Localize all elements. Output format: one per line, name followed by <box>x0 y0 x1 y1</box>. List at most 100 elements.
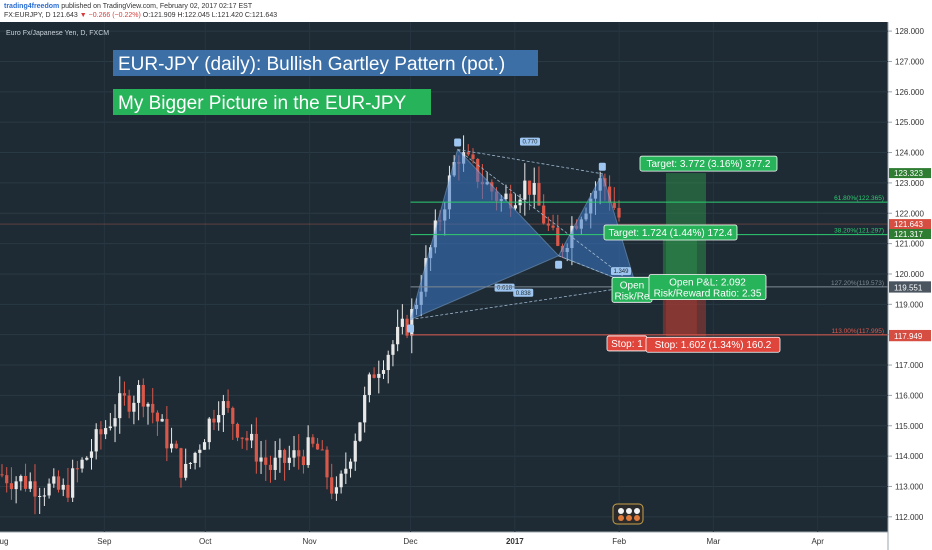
ratio-label: 1.349 <box>613 269 629 275</box>
candle-body <box>127 395 131 412</box>
publish-line: trading4freedom published on TradingView… <box>4 2 252 11</box>
candle-body <box>348 461 353 469</box>
y-tick-label: 112.000 <box>895 513 924 522</box>
price-tag-label: 117.949 <box>894 332 923 341</box>
candle-body <box>169 443 174 449</box>
candle-body <box>188 462 192 464</box>
title-boxes: EUR-JPY (daily): Bullish Gartley Pattern… <box>113 50 538 115</box>
pattern-point-marker <box>598 162 606 171</box>
price-tag <box>889 331 931 342</box>
candle-body <box>5 475 9 484</box>
candle-body <box>217 415 221 423</box>
candle-body <box>113 418 117 427</box>
candle-body <box>132 402 136 412</box>
candle-body <box>0 474 4 476</box>
candle-body <box>23 475 28 489</box>
fib-label: 127.20%(119.573) <box>831 280 884 287</box>
y-tick-label: 127.000 <box>895 57 924 66</box>
candle-body <box>334 487 339 494</box>
candle-body <box>320 449 324 451</box>
ratio-badge <box>494 283 515 292</box>
x-tick-label: Sep <box>97 537 112 546</box>
candle-body <box>287 457 291 463</box>
candle-body <box>339 473 343 488</box>
candle-body <box>80 459 84 469</box>
pattern-point-marker <box>454 138 462 147</box>
fib-label: 38.20%(121.297) <box>834 228 884 235</box>
candle-body <box>264 457 268 465</box>
candle-body <box>400 318 404 327</box>
candle-body <box>19 475 23 482</box>
candle-body <box>259 457 263 462</box>
chart-title: EUR-JPY (daily): Bullish Gartley Pattern… <box>118 54 505 75</box>
candle-body <box>551 225 555 228</box>
candle-body <box>363 394 367 423</box>
candle-body <box>330 477 334 494</box>
price-axis: 128.000 127.000 126.000 125.000 124.000 123.0… <box>888 27 931 522</box>
candle-body <box>212 418 216 423</box>
price-tag <box>889 219 931 230</box>
ratio-label: 0.618 <box>497 286 513 292</box>
candle-body <box>47 483 51 496</box>
y-tick-label: 123.000 <box>895 179 924 188</box>
ticker: FX:EURJPY, D <box>4 12 51 19</box>
published-text: published on TradingView.com, February 0… <box>61 3 253 10</box>
candle-body <box>174 443 178 449</box>
time-axis-background <box>0 532 888 550</box>
author-link[interactable]: trading4freedom <box>4 3 60 10</box>
price-tag <box>889 168 931 179</box>
candle-body <box>532 183 536 195</box>
y-tick-label: 114.000 <box>895 452 924 461</box>
candle-body <box>292 450 296 458</box>
pnl-1-text: Risk/Reward Ratio: 2.35 <box>654 289 762 300</box>
time-axis: ug Sep Oct Nov Dec 2017 Feb Mar Apr <box>0 537 824 546</box>
candle-body <box>254 433 258 462</box>
pattern-point-marker <box>407 324 415 333</box>
candle-body <box>151 403 155 413</box>
candle-body <box>193 452 197 463</box>
candle-body <box>311 437 315 444</box>
candle-body <box>297 450 301 457</box>
candle-body <box>66 484 70 498</box>
ratio-label: 0.838 <box>516 291 532 297</box>
candle-body <box>38 495 42 497</box>
candle-body <box>386 354 390 371</box>
candle-body <box>89 451 94 458</box>
candle-body <box>226 401 230 408</box>
pnl-2-text: Risk/Re <box>614 291 649 302</box>
candle-body <box>207 418 211 443</box>
high-value: H:122.045 <box>177 12 210 19</box>
position-zones <box>662 173 706 337</box>
price-change: −0.266 (−0.22%) <box>88 12 141 19</box>
bd-line <box>558 255 637 287</box>
price-tag-label: 123.323 <box>894 169 923 178</box>
y-tick-label: 116.000 <box>895 391 924 400</box>
stop-1-box <box>645 336 781 353</box>
y-tick-label: 128.000 <box>895 27 924 36</box>
down-arrow-icon: ▼ <box>79 12 87 19</box>
candle-body <box>504 193 508 200</box>
ratio-badge <box>513 288 534 297</box>
candle-body <box>391 344 395 355</box>
candle-body <box>306 437 310 466</box>
ratio-badge <box>610 267 631 276</box>
candle-body <box>278 450 282 458</box>
candle-body <box>372 374 376 378</box>
price-tag <box>889 282 931 293</box>
candle-body <box>198 449 202 453</box>
candle-body <box>141 384 145 407</box>
ratio-badge <box>519 137 540 146</box>
candle-body <box>184 463 188 478</box>
ratio-label: 0.770 <box>522 140 538 146</box>
candle-body <box>612 202 616 208</box>
candle-body <box>240 437 244 439</box>
target-2-text: Target: 1.724 (1.44%) 172.4 <box>609 228 733 239</box>
target-1-text: Target: 3.772 (3.16%) 377.2 <box>647 159 771 170</box>
xd-line <box>410 285 637 320</box>
candle-body <box>56 476 61 490</box>
candle-body <box>283 450 287 463</box>
candle-body <box>245 437 249 441</box>
candle-body <box>377 373 381 378</box>
